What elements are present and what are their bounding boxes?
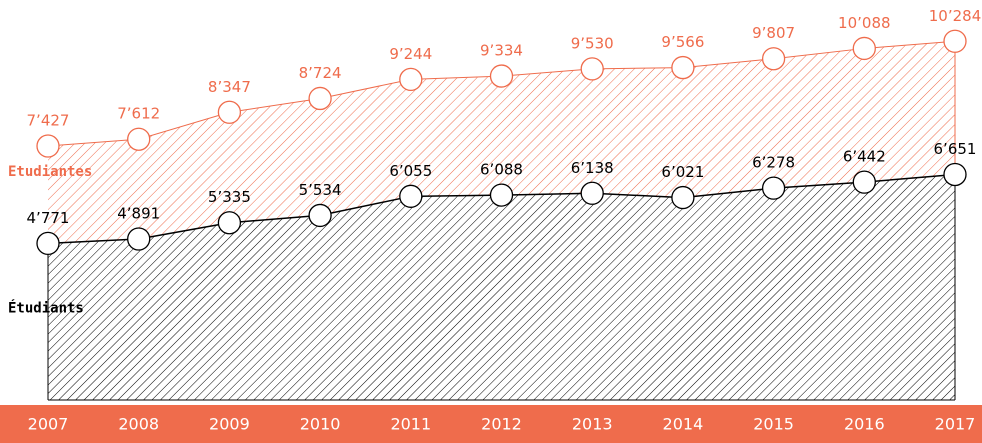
point [761,47,786,71]
x-tick-label: 2011 [390,415,431,434]
point [36,231,60,256]
value-label: 6’055 [389,162,432,180]
series-label: Étudiants [8,299,84,316]
point [217,100,242,124]
value-label: 9’566 [661,33,704,51]
x-tick-label: 2012 [481,415,522,434]
point [308,203,332,228]
point [127,227,151,251]
x-tick-label: 2008 [118,415,159,434]
x-tick-label: 2017 [935,415,976,434]
point [943,29,967,53]
axis-band [0,405,982,443]
point [217,211,242,235]
value-label: 7’427 [27,112,70,130]
value-label: 9’244 [389,45,432,63]
value-label: 4’891 [117,204,160,222]
point [399,184,423,208]
point [671,55,695,80]
point [399,67,423,92]
point [943,162,967,187]
area [48,174,955,400]
value-label: 10’088 [838,14,891,32]
value-label: 6’651 [934,140,977,158]
value-label: 9’807 [752,24,795,42]
value-label: 5’534 [299,181,342,199]
point [671,185,695,210]
value-label: 4’771 [27,209,70,227]
value-label: 6’442 [843,148,886,166]
x-tick-label: 2013 [572,415,613,434]
value-label: 9’530 [571,34,614,52]
x-tick-label: 2009 [209,415,250,434]
x-tick-label: 2010 [300,415,341,434]
value-label: 7’612 [117,105,160,123]
point [580,57,604,81]
point [489,64,514,88]
value-label: 9’334 [480,42,523,60]
x-tick-label: 2015 [753,415,794,434]
value-label: 8’347 [208,78,251,96]
point [127,127,151,151]
series-label: Etudiantes [8,164,92,180]
point [308,86,332,111]
x-tick-label: 2007 [28,415,69,434]
value-label: 5’335 [208,188,251,206]
value-label: 10’284 [929,7,982,25]
x-tick-label: 2016 [844,415,885,434]
point [761,176,786,200]
point [852,170,876,194]
value-label: 6’138 [571,159,614,177]
value-label: 6’021 [661,163,704,181]
value-label: 8’724 [299,64,342,82]
value-label: 6’278 [752,154,795,172]
point [36,134,60,158]
point [580,181,604,205]
value-label: 6’088 [480,161,523,179]
x-tick-label: 2014 [663,415,704,434]
point [852,36,876,61]
point [489,183,514,207]
